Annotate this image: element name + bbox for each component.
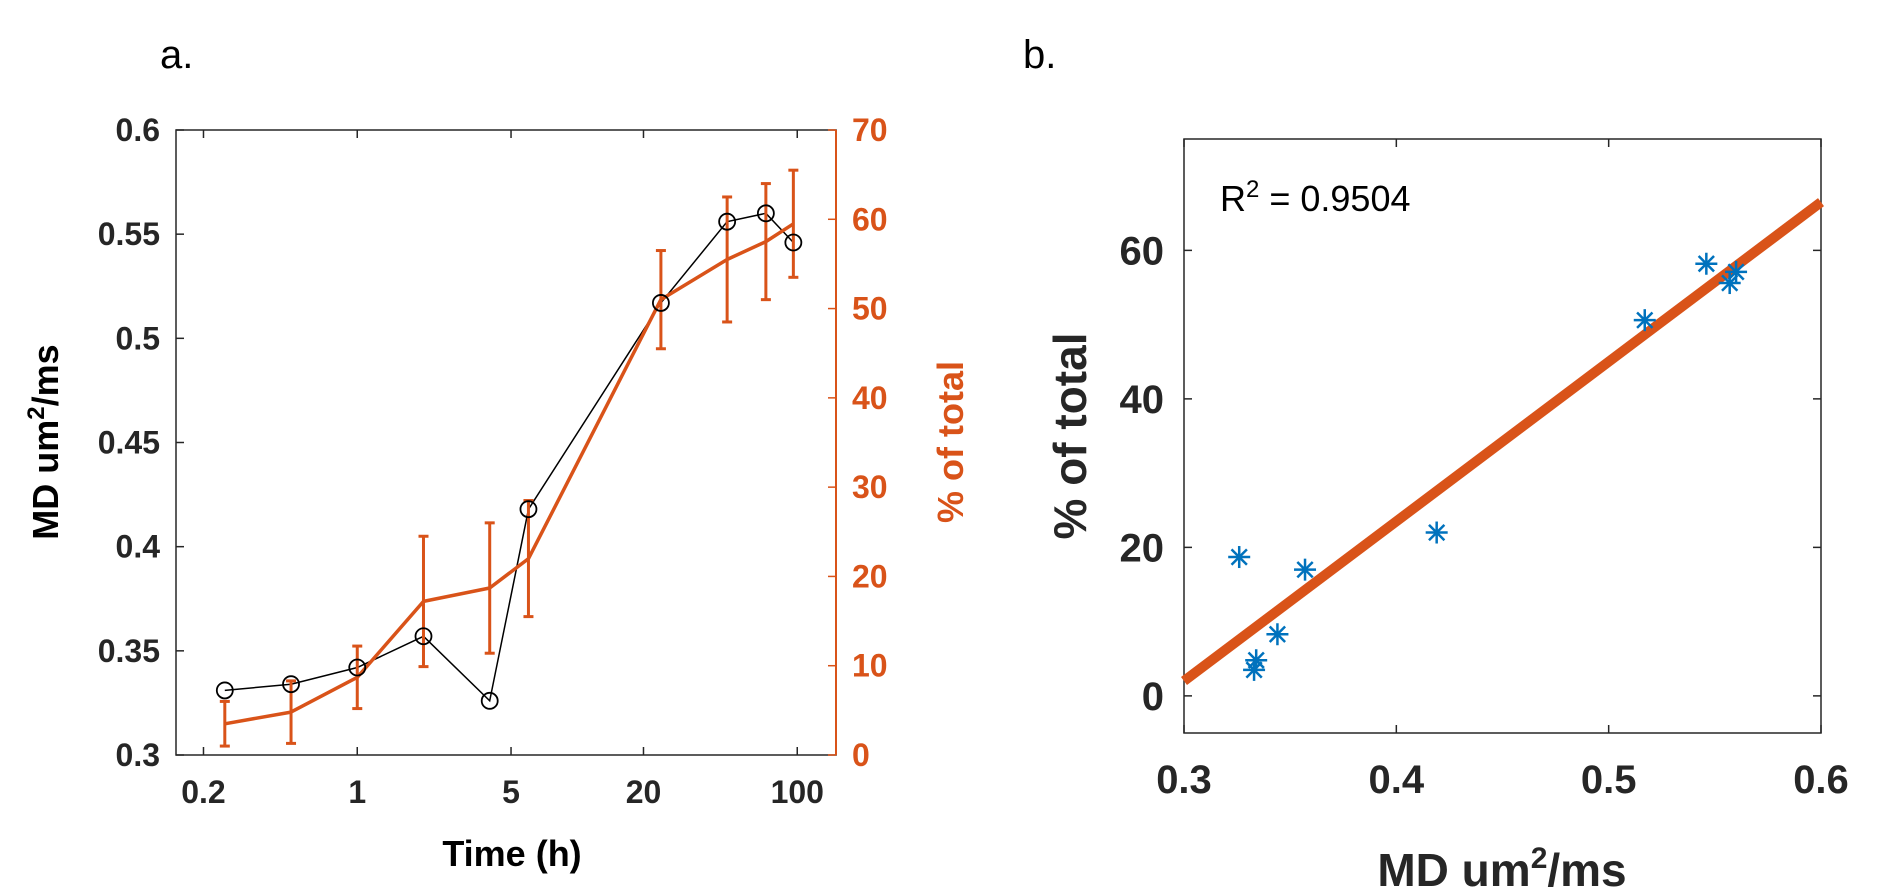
chart-a-ytick-right-label: 50 bbox=[852, 291, 888, 327]
md-point bbox=[414, 627, 433, 646]
chart-a-xtick-label: 1 bbox=[348, 774, 366, 810]
chart-a-frame bbox=[175, 129, 837, 756]
chart-a-xtick-label: 0.2 bbox=[181, 774, 225, 810]
chart-a-ytick-left-label: 0.5 bbox=[116, 320, 160, 356]
chart-a-xtick-label: 5 bbox=[502, 774, 520, 810]
chart-a-ytick-left-label: 0.6 bbox=[116, 112, 160, 148]
chart-b-ytick-label: 20 bbox=[1120, 526, 1165, 570]
chart-b-ytick-label: 40 bbox=[1120, 378, 1165, 422]
scatter-point bbox=[1695, 252, 1718, 275]
fit-line bbox=[1180, 198, 1825, 686]
chart-a-xlabel: Time (h) bbox=[442, 833, 581, 874]
scatter-point bbox=[1294, 558, 1317, 581]
md-point bbox=[348, 658, 367, 677]
chart-a-ytick-right-label: 20 bbox=[852, 558, 888, 594]
md-point bbox=[784, 233, 803, 252]
series-pct-line bbox=[224, 222, 795, 726]
chart-b-ylabel: % of total bbox=[1044, 333, 1096, 540]
md-point bbox=[519, 500, 538, 519]
chart-a-ytick-left-label: 0.35 bbox=[98, 633, 160, 669]
md-point bbox=[480, 691, 499, 710]
scatter-point bbox=[1228, 546, 1251, 569]
chart-a-ylabel-right: % of total bbox=[930, 361, 971, 523]
chart-a-ytick-right-label: 70 bbox=[852, 112, 888, 148]
chart-b-xlabel: MD um2/ms bbox=[1377, 842, 1626, 895]
chart-a-ytick-right-label: 30 bbox=[852, 469, 888, 505]
chart-a-ytick-left-label: 0.55 bbox=[98, 216, 160, 252]
scatter-point bbox=[1725, 260, 1748, 283]
chart-b-ytick-label: 60 bbox=[1120, 229, 1165, 273]
chart-a-ytick-left-label: 0.45 bbox=[98, 425, 160, 461]
chart-a-ylabel-left: MD um2/ms bbox=[23, 344, 66, 539]
panel-label-a: a. bbox=[160, 33, 193, 77]
md-point bbox=[718, 212, 737, 231]
chart-b-ytick-label: 0 bbox=[1142, 675, 1164, 719]
md-point bbox=[652, 294, 670, 312]
scatter-point bbox=[1266, 623, 1289, 646]
chart-b-xtick-label: 0.6 bbox=[1793, 758, 1849, 802]
series-md-line bbox=[224, 212, 794, 703]
chart-b: 0.3 0.4 0.5 0.6 0 20 40 60 R2 = 0.9504 MD um2/m… bbox=[1044, 138, 1849, 895]
panel-label-b: b. bbox=[1023, 33, 1056, 77]
chart-a-ytick-right-label: 60 bbox=[852, 201, 888, 237]
chart-a-ytick-right-label: 0 bbox=[852, 737, 870, 773]
chart-a-ytick-left-label: 0.3 bbox=[116, 737, 160, 773]
chart-a-ytick-right-label: 40 bbox=[852, 380, 888, 416]
chart-a-xtick-label: 20 bbox=[626, 774, 662, 810]
scatter-point bbox=[1718, 272, 1741, 295]
md-point bbox=[215, 681, 234, 700]
chart-a-ytick-right-label: 10 bbox=[852, 648, 888, 684]
scatter-point bbox=[1633, 309, 1656, 332]
chart-b-frame bbox=[1183, 138, 1822, 734]
chart-b-xtick-label: 0.5 bbox=[1581, 758, 1637, 802]
md-point bbox=[756, 204, 775, 223]
scatter-point bbox=[1245, 649, 1268, 672]
r-squared-annotation: R2 = 0.9504 bbox=[1220, 176, 1411, 219]
chart-a-ytick-left-label: 0.4 bbox=[116, 529, 161, 565]
scatter-point bbox=[1425, 521, 1448, 544]
chart-b-xtick-label: 0.3 bbox=[1156, 758, 1212, 802]
md-point bbox=[282, 675, 300, 694]
chart-a: 0.2 1 5 20 100 0.3 0.35 0.4 0.45 0.5 0.55 0.6 0 10 20 3… bbox=[23, 112, 971, 874]
chart-a-xtick-label: 100 bbox=[771, 774, 824, 810]
chart-b-xtick-label: 0.4 bbox=[1369, 758, 1425, 802]
